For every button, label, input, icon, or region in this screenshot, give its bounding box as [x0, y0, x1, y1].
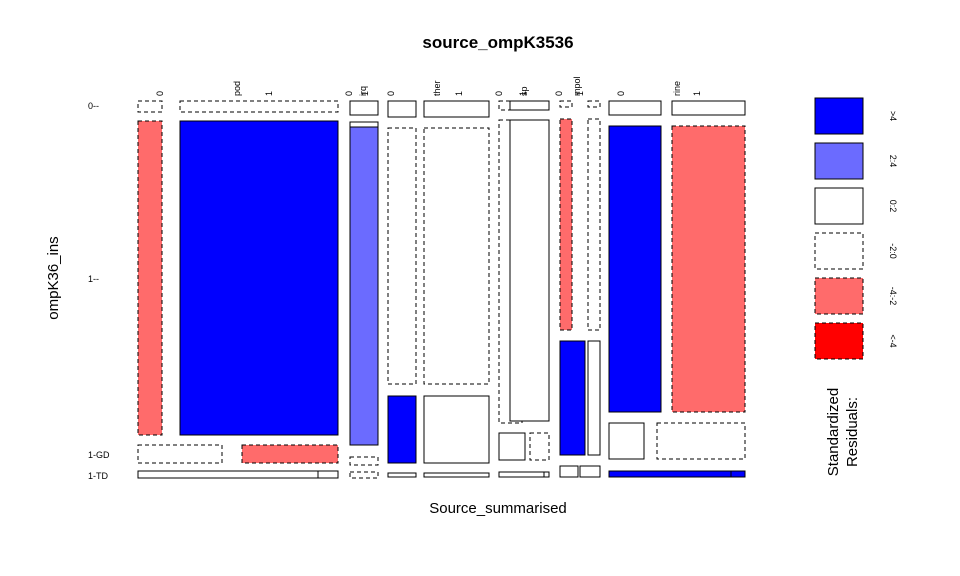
mosaic-cell — [730, 470, 746, 478]
mosaic-cell — [137, 100, 163, 113]
mosaic-cell — [559, 465, 579, 478]
mosaic-cell — [509, 119, 550, 422]
level-tick-label: 0 — [494, 91, 504, 96]
mosaic-cell — [423, 100, 490, 118]
group-name-label: sp — [519, 86, 529, 96]
mosaic-cell — [671, 100, 746, 116]
mosaic-cell — [608, 470, 732, 478]
mosaic-cell — [349, 456, 379, 466]
mosaic-cell — [387, 127, 417, 385]
mosaic-cell — [509, 100, 550, 111]
level-tick-label: 1 — [575, 91, 585, 96]
level-tick-label: 0 — [616, 91, 626, 96]
group-name-label: irq — [358, 86, 368, 96]
level-tick-label: 0 — [554, 91, 564, 96]
mosaic-cell — [671, 125, 746, 413]
legend-title-line1: Standardized — [825, 388, 842, 476]
mosaic-cell — [587, 340, 601, 456]
mosaic-cell — [608, 125, 662, 413]
group-name-label: mpol — [572, 76, 582, 96]
legend-entry-label: -4:-2 — [888, 287, 898, 306]
group-name-label: rine — [672, 81, 682, 96]
group-name-label: pod — [232, 81, 242, 96]
level-tick-label: 0 — [386, 91, 396, 96]
legend-swatch — [814, 97, 864, 135]
level-tick-label: 1 — [518, 91, 528, 96]
level-tick-label: 1 — [360, 91, 370, 96]
row-label: 0-- — [88, 101, 99, 111]
mosaic-cell — [423, 472, 490, 478]
legend-swatch — [814, 277, 864, 315]
mosaic-cell — [656, 422, 746, 460]
mosaic-cell — [241, 444, 339, 464]
legend-entry-label: 2:4 — [888, 155, 898, 168]
legend: >4 2:4 0:2 -2:0 -4:-2 <-4 Standardized Residu… — [814, 97, 898, 476]
legend-title-line2: Residuals: — [844, 397, 861, 467]
mosaic-cell — [498, 432, 526, 461]
mosaic-cell — [543, 471, 550, 478]
mosaic-cell — [349, 126, 379, 446]
mosaic-cell — [137, 444, 223, 464]
mosaic-cell — [137, 470, 319, 479]
legend-entry-label: <-4 — [888, 334, 898, 347]
mosaic-cell — [608, 422, 645, 460]
mosaic-cell — [387, 395, 417, 464]
legend-swatch — [814, 322, 864, 360]
mosaic-cell — [608, 100, 662, 116]
row-labels: 0-- 1-- 1-GD 1-TD — [88, 101, 110, 481]
row-label: 1-GD — [88, 450, 110, 460]
row-label: 1-- — [88, 274, 99, 284]
mosaic-cell — [387, 100, 417, 118]
legend-entry-label: >4 — [888, 111, 898, 121]
mosaic-cell — [498, 471, 545, 478]
y-axis-label: ompK36_ins — [45, 236, 62, 319]
mosaic-cell — [179, 100, 339, 113]
chart-title: source_ompK3536 — [422, 33, 573, 52]
mosaic-cell — [559, 340, 586, 456]
level-tick-label: 1 — [454, 91, 464, 96]
legend-entry-label: -2:0 — [888, 243, 898, 259]
mosaic-cell — [579, 465, 601, 478]
mosaic-cell — [559, 118, 573, 331]
legend-swatch — [814, 187, 864, 225]
level-tick-label: 1 — [264, 91, 274, 96]
mosaic-cell — [179, 120, 339, 436]
mosaic-cell — [587, 100, 601, 108]
row-label: 1-TD — [88, 471, 109, 481]
mosaic-cell — [349, 471, 379, 479]
x-axis-label: Source_summarised — [429, 500, 567, 517]
mosaic-cell — [559, 100, 573, 108]
mosaic-cells — [137, 100, 746, 479]
level-tick-label: 1 — [692, 91, 702, 96]
group-name-label: ther — [432, 80, 442, 96]
mosaic-cell — [349, 100, 379, 116]
mosaic-cell — [587, 118, 601, 331]
legend-entry-label: 0:2 — [888, 200, 898, 213]
mosaic-cell — [423, 127, 490, 385]
mosaic-cell — [529, 432, 550, 461]
mosaic-cell — [423, 395, 490, 464]
legend-swatch — [814, 232, 864, 270]
legend-swatch — [814, 142, 864, 180]
mosaic-cell — [137, 120, 163, 436]
mosaic-cell — [317, 470, 339, 479]
level-tick-label: 0 — [344, 91, 354, 96]
level-tick-label: 0 — [155, 91, 165, 96]
mosaic-cell — [387, 472, 417, 478]
